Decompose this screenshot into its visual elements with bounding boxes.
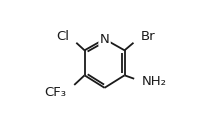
Text: N: N (100, 33, 109, 46)
Text: Br: Br (141, 30, 155, 43)
Text: NH₂: NH₂ (142, 75, 167, 88)
Text: Cl: Cl (57, 30, 70, 43)
Text: CF₃: CF₃ (44, 86, 66, 99)
